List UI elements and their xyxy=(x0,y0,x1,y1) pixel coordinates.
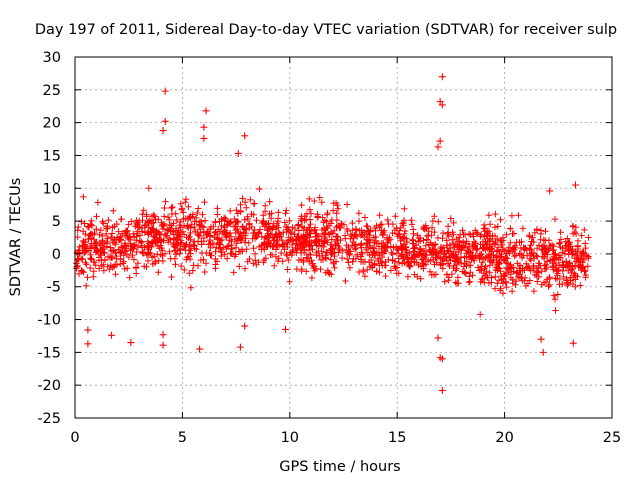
data-points xyxy=(73,73,592,394)
y-tick-label: 30 xyxy=(43,50,61,66)
x-tick-label: 15 xyxy=(388,430,406,446)
x-tick-label: 10 xyxy=(281,430,299,446)
scatter-point xyxy=(546,187,554,195)
scatter-point xyxy=(434,143,442,151)
scatter-point xyxy=(159,341,167,349)
y-tick-label: 25 xyxy=(43,83,61,99)
x-tick-label: 20 xyxy=(495,430,513,446)
scatter-point xyxy=(539,348,547,356)
scatter-point xyxy=(438,73,446,81)
scatter-point xyxy=(236,343,244,351)
scatter-point xyxy=(438,101,446,109)
y-tick-label: -25 xyxy=(37,411,61,427)
scatter-point xyxy=(127,339,135,347)
y-tick-label: -15 xyxy=(37,345,61,361)
axis-ticks: 0 5 10 15 20 25 -25 -20 -15 -10 -5 0 5 10 15 20 25 30 xyxy=(37,50,621,446)
y-tick-label: -20 xyxy=(37,378,61,394)
y-tick-label: 20 xyxy=(43,116,61,132)
x-axis-label: GPS time / hours xyxy=(279,459,400,475)
scatter-point xyxy=(200,123,208,131)
scatter-point xyxy=(438,355,446,363)
scatter-point xyxy=(161,117,169,125)
scatter-point xyxy=(537,335,545,343)
y-tick-label: 0 xyxy=(52,247,61,263)
chart-title: Day 197 of 2011, Sidereal Day-to-day VTE… xyxy=(35,22,617,38)
scatter-point xyxy=(161,87,169,95)
scatter-point xyxy=(241,132,249,140)
scatter-point xyxy=(84,340,92,348)
y-tick-label: 5 xyxy=(52,214,61,230)
scatter-point xyxy=(241,322,249,330)
scatter-point xyxy=(200,134,208,142)
scatter-point xyxy=(159,331,167,339)
scatter-point xyxy=(434,334,442,342)
y-tick-label: -10 xyxy=(37,313,61,329)
scatter-point xyxy=(282,325,290,333)
y-axis-label: SDTVAR / TECUs xyxy=(8,178,24,297)
y-tick-label: 10 xyxy=(43,181,61,197)
scatter-point xyxy=(159,127,167,135)
y-tick-label: 15 xyxy=(43,148,61,164)
scatter-point xyxy=(569,339,577,347)
scatter-point xyxy=(196,345,204,353)
x-tick-label: 0 xyxy=(70,430,79,446)
scatter-point xyxy=(202,107,210,115)
scatter-point xyxy=(438,386,446,394)
scatter-point xyxy=(84,326,92,334)
scatter-point xyxy=(571,181,579,189)
scatter-point xyxy=(234,149,242,157)
plot-frame xyxy=(74,56,613,419)
scatter-point xyxy=(436,137,444,145)
x-tick-label: 25 xyxy=(603,430,621,446)
y-tick-label: -5 xyxy=(47,280,61,296)
scatter-point xyxy=(108,331,116,339)
x-tick-label: 5 xyxy=(178,430,187,446)
scatter-point-cloud xyxy=(73,185,592,318)
